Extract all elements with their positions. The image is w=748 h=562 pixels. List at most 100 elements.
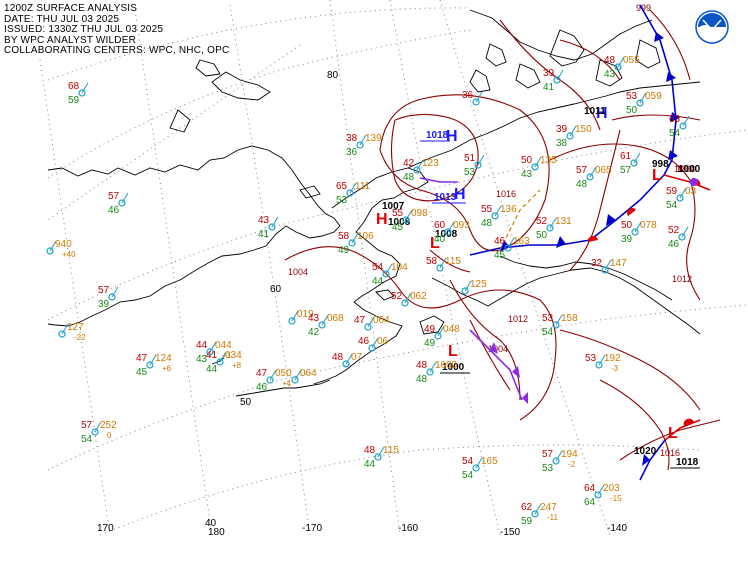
cold-front	[639, 4, 677, 176]
station-temperature: 47	[256, 368, 268, 379]
station-dewpoint: 50	[536, 230, 548, 241]
station-temperature: 57	[542, 449, 554, 460]
occluded-front	[469, 329, 523, 401]
header-date: DATE: THU JUL 03 2025	[4, 13, 120, 25]
station-pressure: 106	[357, 231, 374, 242]
station-circle-icon	[374, 453, 382, 461]
wind-barb-icon	[371, 337, 379, 349]
station-pressure: 050	[275, 368, 292, 379]
wind-barb-icon	[464, 280, 472, 292]
station-pressure: 019	[297, 309, 314, 320]
station-dewpoint: 45	[136, 367, 148, 378]
station-pressure: 115	[383, 445, 399, 456]
station-plot: 50 43 135	[521, 155, 557, 180]
station-dewpoint: 59	[68, 95, 80, 106]
lat-60-label: 60	[270, 284, 282, 295]
station-plot: 940+40	[46, 239, 76, 259]
station-plot: 52 50 131	[536, 216, 572, 241]
station-circle-icon	[595, 361, 603, 369]
station-plot: 38 36 139	[346, 133, 382, 158]
station-pressure: 158	[561, 313, 578, 324]
station-tendency: -3	[611, 364, 619, 373]
station-temperature: 48	[364, 445, 376, 456]
wind-barb-icon	[682, 115, 690, 127]
station-dewpoint: 43	[521, 169, 533, 180]
station-tendency: -2	[568, 460, 576, 469]
isobar-label: 1000	[674, 164, 694, 174]
station-temperature: 59	[666, 186, 678, 197]
station-circle-icon	[318, 321, 326, 329]
station-pressure: 055	[623, 55, 640, 66]
station-pressure: 064	[373, 315, 390, 326]
wind-barb-icon	[351, 232, 359, 244]
station-pressure: 03	[685, 186, 697, 197]
wind-barb-icon	[291, 310, 299, 322]
station-temperature: 54	[462, 456, 474, 467]
station-plot: 39 38 150	[556, 124, 592, 149]
station-plot: 32 147	[591, 258, 627, 274]
wind-barb-icon	[149, 354, 157, 366]
station-dewpoint: 48	[576, 179, 588, 190]
station-temperature: 68	[68, 81, 80, 92]
wind-barb-icon	[589, 166, 597, 178]
wind-barb-icon	[377, 446, 385, 458]
station-plot: 47 46 050+4	[256, 368, 292, 393]
station-plot: 53 50 059	[626, 91, 662, 116]
station-temperature: 48	[604, 55, 616, 66]
station-dewpoint: 54	[669, 128, 681, 139]
station-temperature: 41	[206, 350, 218, 361]
station-temperature: 53	[626, 91, 638, 102]
station-temperature: 50	[621, 220, 633, 231]
station-circle-icon	[91, 428, 99, 436]
station-plot: 47 45 124+6	[136, 353, 172, 378]
station-plot: 53 192-3	[585, 353, 621, 373]
station-temperature: 58	[338, 231, 350, 242]
wind-barb-icon	[475, 91, 483, 103]
station-circle-icon	[679, 122, 687, 130]
high-center-symbol: H	[376, 211, 388, 228]
station-plot: 59 54 03	[666, 186, 697, 211]
station-temperature: 57	[81, 420, 93, 431]
station-circle-icon	[553, 76, 561, 84]
front-symbols	[490, 32, 701, 466]
station-circle-icon	[356, 141, 364, 149]
station-tendency: -11	[547, 513, 559, 522]
station-circle-icon	[594, 491, 602, 499]
wind-barb-icon	[597, 484, 605, 496]
station-circle-icon	[266, 376, 274, 384]
station-pressure: 06	[377, 336, 389, 347]
station-dewpoint: 48	[403, 172, 415, 183]
station-plot: 47 064	[354, 315, 390, 331]
station-temperature: 51	[464, 153, 476, 164]
station-dewpoint: 53	[542, 463, 554, 474]
station-dewpoint: 46	[256, 382, 268, 393]
station-circle-icon	[364, 323, 372, 331]
station-pressure: 131	[555, 216, 572, 227]
station-pressure: 062	[410, 291, 427, 302]
station-tendency: +4	[282, 379, 292, 388]
station-circle-icon	[472, 98, 480, 106]
wind-barb-icon	[94, 421, 102, 433]
station-temperature: 52	[391, 291, 403, 302]
station-pressure: 098	[411, 208, 428, 219]
station-temperature: 57	[108, 191, 120, 202]
wind-barb-icon	[61, 323, 69, 335]
wind-barb-icon	[475, 457, 483, 469]
header-title: 1200Z SURFACE ANALYSIS	[4, 3, 138, 14]
station-circle-icon	[58, 330, 66, 338]
station-plot: 57 53 194-2	[542, 449, 578, 474]
lat-80-label: 80	[327, 70, 339, 81]
station-plot: 064	[291, 368, 317, 384]
station-pressure: 07	[351, 352, 363, 363]
station-pressure: 115	[445, 256, 461, 267]
high-center-value: 1013	[434, 192, 457, 203]
station-circle-icon	[368, 344, 376, 352]
station-temperature: 36	[462, 90, 474, 101]
station-circle-icon	[436, 264, 444, 272]
station-plot: 41 44 034+8	[206, 350, 242, 375]
station-circle-icon	[206, 348, 214, 356]
